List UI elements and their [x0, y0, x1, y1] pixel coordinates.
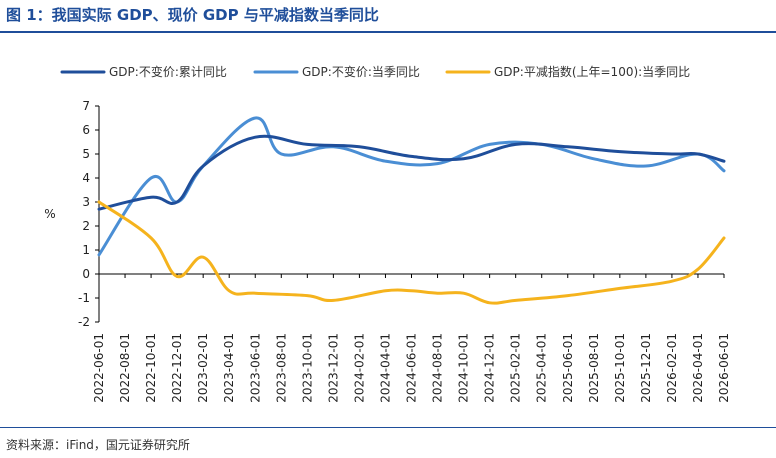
x-tick-label-16: 2025-02-01: [509, 333, 523, 403]
series-line-0: [97, 134, 726, 211]
title-divider: [0, 31, 776, 33]
x-tick-label-8: 2023-10-01: [300, 333, 314, 403]
x-tick-label-14: 2024-10-01: [457, 333, 471, 403]
y-axis-label: %: [44, 207, 55, 221]
y-tick-label-7: 5: [82, 147, 90, 161]
legend-label-0: GDP:不变价:累计同比: [109, 64, 227, 79]
y-tick-label-0: -2: [78, 315, 90, 329]
y-tick-label-1: -1: [78, 291, 90, 305]
x-tick-label-1: 2022-08-01: [118, 333, 132, 403]
chart-title: 图 1：我国实际 GDP、现价 GDP 与平减指数当季同比: [6, 6, 379, 24]
footer-divider: [0, 427, 776, 428]
x-tick-label-12: 2024-06-01: [405, 333, 419, 403]
chart-series: [97, 116, 726, 305]
x-tick-label-18: 2025-06-01: [561, 333, 575, 403]
x-tick-label-19: 2025-08-01: [587, 333, 601, 403]
x-tick-label-10: 2024-02-01: [352, 333, 366, 403]
x-tick-label-13: 2024-08-01: [431, 333, 445, 403]
x-tick-label-2: 2022-10-01: [144, 333, 158, 403]
x-tick-label-4: 2023-02-01: [196, 333, 210, 403]
series-line-1: [97, 116, 726, 257]
x-tick-label-24: 2026-06-01: [717, 333, 731, 403]
y-tick-label-3: 1: [82, 243, 90, 257]
x-tick-label-0: 2022-06-01: [92, 333, 106, 403]
chart-legend: GDP:不变价:累计同比 GDP:不变价:当季同比 GDP:平减指数(上年=100)…: [60, 64, 690, 79]
x-tick-label-9: 2023-12-01: [326, 333, 340, 403]
x-tick-label-21: 2025-12-01: [639, 333, 653, 403]
legend-label-1: GDP:不变价:当季同比: [302, 64, 420, 79]
legend-label-2: GDP:平减指数(上年=100):当季同比: [494, 64, 690, 79]
x-tick-label-5: 2023-04-01: [222, 333, 236, 403]
y-tick-label-9: 7: [82, 99, 90, 113]
y-tick-label-5: 3: [82, 195, 90, 209]
x-tick-label-3: 2022-12-01: [170, 333, 184, 403]
y-tick-label-6: 4: [82, 171, 90, 185]
x-tick-label-23: 2026-04-01: [691, 333, 705, 403]
y-tick-label-2: 0: [82, 267, 90, 281]
x-tick-label-7: 2023-08-01: [274, 333, 288, 403]
x-tick-label-20: 2025-10-01: [613, 333, 627, 403]
x-tick-label-6: 2023-06-01: [248, 333, 262, 403]
chart-axes: -2 -1 0 1 2 3 4 5 6 7% 2022-06-01 2022-08-01 2022-10…: [44, 99, 731, 403]
y-tick-label-8: 6: [82, 123, 90, 137]
x-tick-label-15: 2024-12-01: [483, 333, 497, 403]
source-note: 资料来源：iFind，国元证券研究所: [6, 438, 190, 452]
x-tick-label-17: 2025-04-01: [535, 333, 549, 403]
x-tick-label-11: 2024-04-01: [378, 333, 392, 403]
x-tick-label-22: 2026-02-01: [665, 333, 679, 403]
y-tick-label-4: 2: [82, 219, 90, 233]
series-line-2: [97, 200, 726, 305]
